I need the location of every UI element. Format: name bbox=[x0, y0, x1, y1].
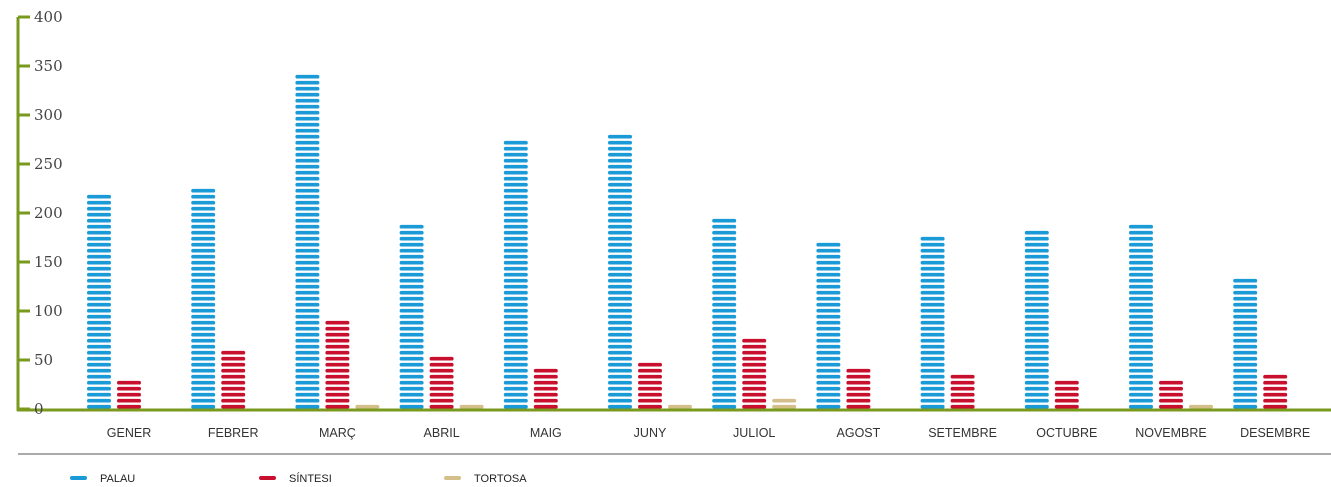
y-tick-label: 200 bbox=[34, 204, 63, 222]
x-tick-label: SETEMBRE bbox=[928, 426, 997, 440]
bar-síntesi-març bbox=[325, 320, 350, 409]
x-tick-label: OCTUBRE bbox=[1036, 426, 1097, 440]
legend-label: PALAU bbox=[100, 473, 135, 485]
legend-item: TORTOSA bbox=[444, 473, 527, 485]
bar-síntesi-abril bbox=[429, 356, 454, 409]
bar-síntesi-juliol bbox=[742, 338, 767, 409]
bar-tortosa-abril bbox=[459, 404, 484, 409]
x-tick-label: NOVEMBRE bbox=[1135, 426, 1207, 440]
bar-tortosa-març bbox=[355, 404, 380, 409]
y-axis-ticks: 0 50 100 150 200 250 300 350 400 bbox=[18, 8, 63, 418]
bar-síntesi-agost bbox=[846, 368, 871, 409]
bar-síntesi-juny bbox=[638, 362, 662, 409]
bar-síntesi-febrer bbox=[221, 350, 246, 409]
x-tick-label: DESEMBRE bbox=[1240, 426, 1310, 440]
legend-item: SÍNTESI bbox=[259, 472, 332, 485]
x-tick-label: MARÇ bbox=[319, 426, 356, 440]
bar-palau-maig bbox=[503, 140, 528, 409]
bar-síntesi-setembre bbox=[950, 374, 975, 409]
bar-palau-juliol bbox=[712, 218, 737, 409]
legend-item: PALAU bbox=[70, 473, 135, 485]
bar-palau-setembre bbox=[920, 236, 945, 409]
x-tick-label: GENER bbox=[107, 426, 151, 440]
bar-palau-novembre bbox=[1129, 224, 1153, 409]
bar-palau-octubre bbox=[1024, 230, 1049, 409]
y-tick-label: 400 bbox=[34, 8, 63, 26]
legend-swatch bbox=[70, 476, 87, 480]
y-tick-label: 100 bbox=[34, 302, 63, 320]
y-tick-label: 0 bbox=[34, 400, 44, 418]
y-tick-label: 50 bbox=[34, 351, 53, 369]
bar-síntesi-gener bbox=[117, 380, 141, 409]
bar-tortosa-juny bbox=[668, 404, 692, 409]
legend: PALAU SÍNTESI TORTOSA bbox=[70, 472, 527, 485]
x-tick-label: ABRIL bbox=[424, 426, 460, 440]
y-tick-label: 150 bbox=[34, 253, 63, 271]
bar-palau-gener bbox=[87, 194, 111, 409]
bar-palau-febrer bbox=[191, 188, 216, 409]
bar-palau-abril bbox=[399, 224, 424, 409]
bar-síntesi-desembre bbox=[1263, 374, 1288, 409]
bar-palau-desembre bbox=[1233, 278, 1258, 409]
legend-label: SÍNTESI bbox=[289, 472, 332, 485]
x-tick-label: MAIG bbox=[530, 426, 562, 440]
y-tick-label: 300 bbox=[34, 106, 63, 124]
bar-tortosa-juliol bbox=[772, 398, 797, 409]
y-tick-label: 250 bbox=[34, 155, 63, 173]
x-tick-label: FEBRER bbox=[208, 426, 259, 440]
x-tick-label: AGOST bbox=[837, 426, 881, 440]
bar-palau-agost bbox=[816, 242, 841, 409]
legend-swatch bbox=[259, 476, 276, 480]
x-tick-label: JUNY bbox=[634, 426, 667, 440]
legend-swatch bbox=[444, 476, 461, 480]
bar-palau-març bbox=[295, 74, 320, 409]
bar-tortosa-novembre bbox=[1189, 404, 1213, 409]
legend-label: TORTOSA bbox=[474, 473, 527, 485]
bar-síntesi-octubre bbox=[1054, 380, 1079, 409]
bar-síntesi-maig bbox=[533, 368, 558, 409]
bar-palau-juny bbox=[608, 134, 632, 409]
y-tick-label: 350 bbox=[34, 57, 63, 75]
x-axis-labels: GENER FEBRER MARÇ ABRIL MAIG JUNY JULIOL AGOST S… bbox=[107, 426, 1311, 440]
chart-bars bbox=[87, 74, 1288, 409]
bar-síntesi-novembre bbox=[1159, 380, 1183, 409]
x-tick-label: JULIOL bbox=[733, 426, 775, 440]
